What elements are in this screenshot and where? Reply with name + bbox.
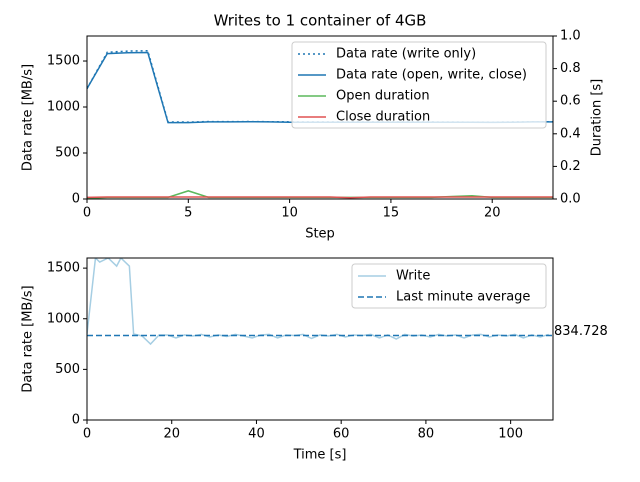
y-tick-label: 1500 (47, 54, 80, 69)
average-annotation: 834.728 (554, 324, 608, 339)
legend-box (351, 263, 547, 309)
y2-tick-label: 0.4 (560, 126, 581, 141)
x-tick-label: 100 (498, 427, 523, 442)
y2-tick-label: 0.0 (560, 192, 581, 207)
x-tick-label: 20 (163, 427, 180, 442)
y2-tick-label: 0.8 (560, 61, 581, 76)
x-tick-label: 10 (281, 206, 298, 221)
legend-label: Close duration (336, 110, 430, 125)
y-tick-label: 500 (55, 362, 80, 377)
x-tick-label: 15 (383, 206, 400, 221)
legend-label: Open duration (336, 89, 430, 104)
y2-tick-label: 1.0 (560, 29, 581, 44)
legend-label: Last minute average (396, 290, 530, 305)
y-tick-label: 0 (72, 413, 80, 428)
y-tick-label: 0 (72, 192, 80, 207)
y2-axis-label: Duration [s] (590, 79, 605, 157)
y-axis-label: Data rate [MB/s] (21, 64, 36, 171)
chart-title: Writes to 1 container of 4GB (214, 12, 427, 30)
x-tick-label: 40 (248, 427, 265, 442)
y-tick-label: 1000 (47, 100, 80, 115)
x-axis-label: Step (305, 227, 335, 242)
x-tick-label: 80 (418, 427, 435, 442)
x-tick-label: 20 (484, 206, 501, 221)
y2-tick-label: 0.6 (560, 94, 581, 109)
data-line (87, 196, 553, 199)
y-axis-label: Data rate [MB/s] (21, 285, 36, 392)
legend-label: Data rate (open, write, close) (336, 68, 527, 83)
legend-label: Data rate (write only) (336, 47, 476, 62)
axes-frame (86, 257, 554, 421)
axes-frame (86, 35, 554, 200)
x-tick-label: 0 (83, 206, 91, 221)
x-tick-label: 5 (184, 206, 192, 221)
y-tick-label: 1000 (47, 311, 80, 326)
legend-box (291, 41, 547, 129)
x-tick-label: 0 (83, 427, 91, 442)
legend-label: Write (396, 269, 430, 284)
x-tick-label: 60 (333, 427, 350, 442)
y-tick-label: 1500 (47, 261, 80, 276)
y-tick-label: 500 (55, 146, 80, 161)
x-axis-label: Time [s] (293, 448, 347, 463)
y2-tick-label: 0.2 (560, 159, 581, 174)
